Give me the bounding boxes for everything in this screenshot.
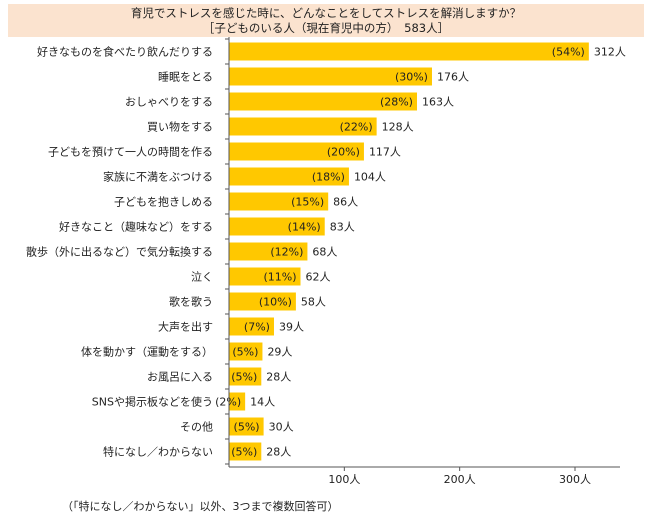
count-label: 68人: [312, 246, 337, 259]
category-label: 散歩（外に出るなど）で気分転換する: [26, 245, 213, 259]
percent-label: (20%): [327, 146, 360, 159]
count-label: 312人: [594, 46, 626, 59]
chart-title-box: 育児でストレスを感じた時に、どんなことをしてストレスを解消しますか？ ［子どもの…: [8, 4, 644, 37]
count-label: 117人: [369, 146, 401, 159]
x-tick-label: 100人: [328, 473, 360, 486]
category-label: 睡眠をとる: [158, 71, 213, 84]
bar: [229, 142, 364, 161]
category-label: 体を動かす（運動をする）: [81, 345, 213, 359]
bar: [229, 92, 417, 111]
category-label: 買い物をする: [147, 120, 213, 134]
bar: [229, 317, 274, 336]
bar: [229, 67, 432, 86]
percent-label: (12%): [270, 246, 303, 259]
count-label: 29人: [267, 346, 292, 359]
count-label: 14人: [250, 396, 275, 409]
percent-label: (11%): [263, 271, 296, 284]
footnote: （「特になし／わからない」以外、3つまで複数回答可）: [62, 500, 339, 513]
percent-label: (30%): [395, 71, 428, 84]
category-label: 大声を出す: [158, 320, 213, 334]
category-label: 家族に不満をぶつける: [103, 170, 213, 184]
bar: [229, 442, 262, 461]
category-label: その他: [180, 421, 213, 434]
percent-label: (2%): [215, 396, 241, 409]
percent-label: (14%): [288, 221, 321, 234]
bar: [229, 117, 377, 136]
percent-label: (54%): [552, 46, 585, 59]
count-label: 83人: [330, 221, 355, 234]
percent-label: (22%): [340, 121, 373, 134]
category-label: 歌を歌う: [169, 295, 213, 309]
percent-label: (10%): [259, 296, 292, 309]
count-label: 104人: [354, 171, 386, 184]
bar: [229, 342, 263, 361]
chart-subtitle: ［子どものいる人（現在育児中の方） 583人］: [202, 21, 450, 35]
bar: [229, 42, 589, 61]
category-label: お風呂に入る: [147, 371, 213, 384]
category-label: SNSや掲示板などを使う: [92, 395, 213, 409]
percent-label: (5%): [232, 346, 258, 359]
count-label: 28人: [266, 371, 291, 384]
category-label: 好きなものを食べたり飲んだりする: [37, 45, 213, 59]
category-label: おしゃべりをする: [125, 96, 213, 109]
count-label: 62人: [306, 271, 331, 284]
chart-title: 育児でストレスを感じた時に、どんなことをしてストレスを解消しますか？: [130, 6, 522, 20]
count-label: 28人: [266, 446, 291, 459]
count-label: 128人: [382, 121, 414, 134]
category-label: 子どもを抱きしめる: [114, 195, 213, 209]
bar: [229, 192, 329, 211]
count-label: 86人: [333, 196, 358, 209]
percent-label: (15%): [291, 196, 324, 209]
x-tick-label: 300人: [559, 473, 591, 486]
bar: [229, 167, 349, 186]
x-tick-label: 200人: [444, 473, 476, 486]
percent-label: (5%): [231, 446, 257, 459]
bar: [229, 417, 264, 436]
count-label: 176人: [437, 71, 469, 84]
bar: [229, 292, 296, 311]
bar: [229, 242, 308, 261]
bar: [229, 267, 301, 286]
category-label: 好きなこと（趣味など）をする: [59, 220, 213, 234]
percent-label: (5%): [231, 371, 257, 384]
count-label: 58人: [301, 296, 326, 309]
percent-label: (18%): [312, 171, 345, 184]
count-label: 39人: [279, 321, 304, 334]
category-label: 子どもを預けて一人の時間を作る: [48, 146, 213, 159]
percent-label: (7%): [244, 321, 270, 334]
percent-label: (28%): [380, 96, 413, 109]
bar: [229, 392, 246, 411]
bar: [229, 367, 262, 386]
percent-label: (5%): [234, 421, 260, 434]
count-label: 30人: [269, 421, 294, 434]
category-label: 泣く: [191, 270, 213, 284]
count-label: 163人: [422, 96, 454, 109]
bar: [229, 217, 325, 236]
category-label: 特になし／わからない: [103, 445, 213, 459]
